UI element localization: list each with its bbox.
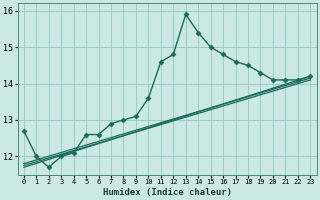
- X-axis label: Humidex (Indice chaleur): Humidex (Indice chaleur): [103, 188, 232, 197]
